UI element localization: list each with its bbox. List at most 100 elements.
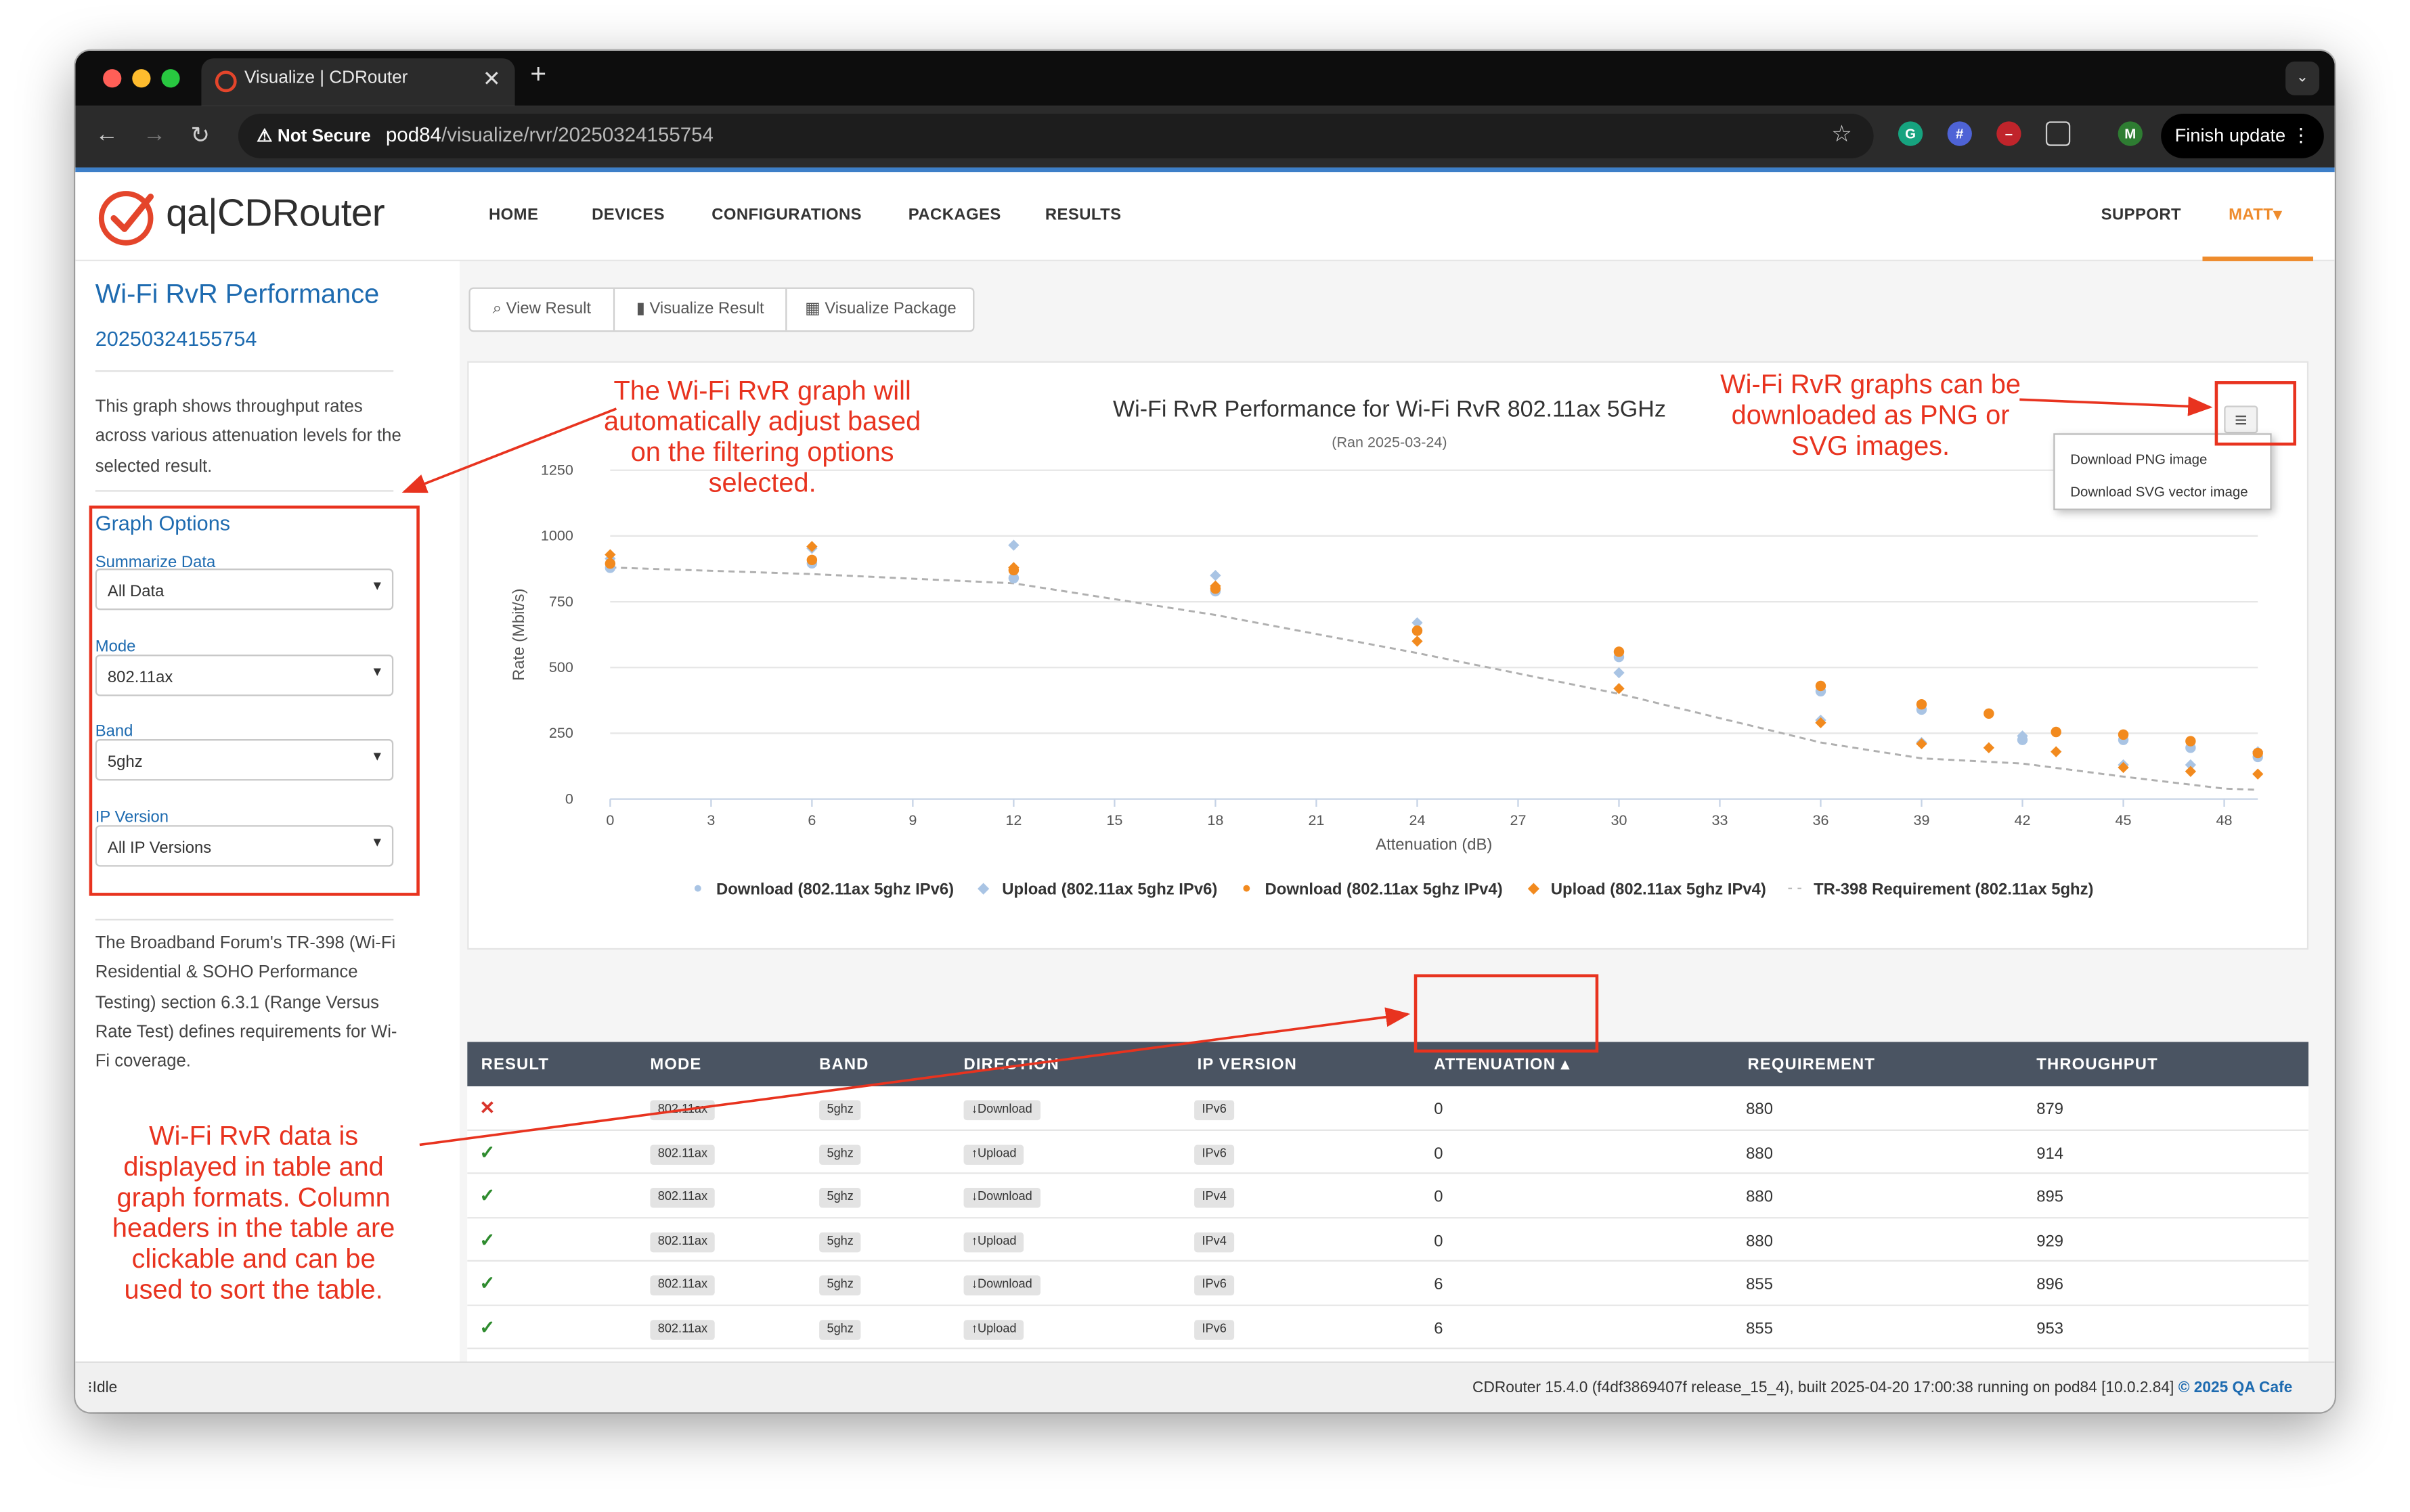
- col-attenuation-label: ATTENUATION: [1434, 1055, 1556, 1075]
- extension-icon[interactable]: #: [1947, 121, 1972, 146]
- legend-item[interactable]: TR-398 Requirement (802.11ax 5ghz): [1814, 880, 2094, 899]
- caret-down-icon: ▾: [373, 834, 382, 851]
- col-mode[interactable]: MODE: [650, 1055, 702, 1075]
- not-secure-indicator[interactable]: ⚠ Not Secure: [257, 125, 371, 146]
- qa-logo-icon[interactable]: [95, 187, 157, 249]
- maximize-window-icon[interactable]: [161, 69, 180, 88]
- download-png-item[interactable]: Download PNG image: [2070, 451, 2208, 468]
- url-text[interactable]: pod84/visualize/rvr/20250324155754: [386, 123, 714, 146]
- tab-search-chevron-icon[interactable]: ⌄: [2285, 61, 2320, 95]
- table-row[interactable]: ✓ 802.11ax 5ghz ↑Upload IPv6 6 855 953: [467, 1305, 2309, 1350]
- band-tag: 5ghz: [819, 1231, 862, 1252]
- chart-export-menu-icon[interactable]: ≡: [2224, 405, 2258, 434]
- reload-icon[interactable]: ↻: [190, 123, 211, 150]
- profile-avatar[interactable]: M: [2118, 121, 2143, 146]
- nav-home[interactable]: HOME: [488, 206, 539, 225]
- view-result-button[interactable]: ⌕ View Result: [470, 288, 615, 331]
- data-point-diamond: [1008, 539, 1020, 551]
- summarize-select[interactable]: All Data ▾: [95, 569, 394, 610]
- data-point-circle: [2051, 726, 2061, 738]
- table-row[interactable]: ✓ 802.11ax 5ghz ↓Download IPv6 6 855 896: [467, 1261, 2309, 1306]
- tr398-footnote: The Broadband Forum's TR-398 (Wi-Fi Resi…: [95, 934, 397, 1071]
- app-navbar: qa|CDRouter HOME DEVICES CONFIGURATIONS …: [75, 172, 2335, 261]
- toolbar-accent-line: [75, 167, 2335, 173]
- data-point-circle: [1984, 708, 1994, 719]
- copyright-link[interactable]: © 2025 QA Cafe: [2178, 1379, 2293, 1397]
- version-text: CDRouter 15.4.0 (f4df3869407f release_15…: [1472, 1379, 2174, 1397]
- col-requirement[interactable]: REQUIREMENT: [1747, 1055, 1876, 1075]
- bookmark-star-icon[interactable]: ☆: [1831, 121, 1852, 148]
- requirement-line: [610, 566, 2258, 791]
- table-row[interactable]: ✓ 802.11ax 5ghz ↓Download IPv4 0 880 895: [467, 1174, 2309, 1218]
- band-tag: 5ghz: [819, 1188, 862, 1208]
- table-row[interactable]: ✕ 802.11ax 5ghz ↓Download IPv6 0 880 879: [467, 1086, 2309, 1130]
- throughput-cell: 914: [2036, 1144, 2064, 1163]
- browser-tabbar: Visualize | CDRouter ✕ + ⌄: [75, 50, 2335, 106]
- x-tick-label: 15: [1106, 811, 1122, 828]
- requirement-cell: 880: [1746, 1231, 1773, 1250]
- back-icon[interactable]: ←: [95, 121, 118, 148]
- chart-legend: ● Download (802.11ax 5ghz IPv6) ◆ Upload…: [468, 876, 2310, 906]
- extensions-puzzle-icon[interactable]: [2045, 121, 2071, 146]
- grammarly-extension-icon[interactable]: G: [1898, 121, 1923, 146]
- data-point-diamond: [806, 541, 818, 552]
- direction-tag: ↓Download: [963, 1100, 1040, 1121]
- blocker-extension-icon[interactable]: –: [1996, 121, 2021, 146]
- col-attenuation[interactable]: ATTENUATION ▴: [1434, 1056, 1570, 1074]
- new-tab-icon[interactable]: +: [530, 58, 547, 89]
- x-tick-label: 48: [2216, 811, 2233, 828]
- result-id-link[interactable]: 20250324155754: [95, 327, 257, 351]
- chart-export-dropdown: Download PNG image Download SVG vector i…: [2053, 433, 2272, 510]
- col-direction[interactable]: DIRECTION: [963, 1055, 1059, 1075]
- legend-item[interactable]: Download (802.11ax 5ghz IPv6): [716, 880, 955, 899]
- visualize-package-button[interactable]: ▦ Visualize Package: [787, 289, 974, 330]
- direction-tag: ↓Download: [963, 1188, 1040, 1208]
- visualize-result-button[interactable]: ▮ Visualize Result: [615, 288, 787, 331]
- band-tag: 5ghz: [819, 1100, 862, 1121]
- table-row[interactable]: ✓ 802.11ax 5ghz ↑Upload IPv6 0 880 914: [467, 1130, 2309, 1174]
- ip-version-select[interactable]: All IP Versions ▾: [95, 825, 394, 867]
- user-menu[interactable]: MATT▾: [2229, 206, 2282, 224]
- direction-tag: ↑Upload: [963, 1319, 1024, 1339]
- nav-packages[interactable]: PACKAGES: [908, 206, 1001, 225]
- more-menu-icon[interactable]: ⋮: [2292, 124, 2310, 146]
- caret-down-icon: ▾: [373, 748, 382, 765]
- data-point-circle: [806, 554, 818, 566]
- browser-tab[interactable]: Visualize | CDRouter ✕: [201, 58, 515, 106]
- data-point-diamond: [1210, 570, 1221, 581]
- data-point-diamond: [1815, 717, 1826, 729]
- finish-update-button[interactable]: Finish update ⋮: [2161, 114, 2324, 158]
- col-band[interactable]: BAND: [819, 1055, 869, 1075]
- close-tab-icon[interactable]: ✕: [482, 66, 501, 91]
- legend-item[interactable]: Upload (802.11ax 5ghz IPv4): [1550, 880, 1766, 899]
- x-tick-label: 24: [1409, 811, 1425, 828]
- mode-select[interactable]: 802.11ax ▾: [95, 654, 394, 696]
- col-ip-version[interactable]: IP VERSION: [1197, 1055, 1298, 1075]
- download-svg-item[interactable]: Download SVG vector image: [2070, 484, 2248, 499]
- table-row[interactable]: ✓ 802.11ax 5ghz ↑Upload IPv4 0 880 929: [467, 1218, 2309, 1262]
- x-tick-label: 0: [606, 811, 614, 828]
- address-bar[interactable]: ⚠ Not Secure pod84/visualize/rvr/2025032…: [238, 114, 1874, 158]
- nav-results[interactable]: RESULTS: [1045, 206, 1122, 225]
- requirement-cell: 880: [1746, 1100, 1773, 1119]
- nav-devices[interactable]: DEVICES: [592, 206, 665, 225]
- band-select[interactable]: 5ghz ▾: [95, 739, 394, 781]
- brand-name[interactable]: qa|CDRouter: [166, 192, 385, 236]
- data-point-diamond: [1411, 636, 1423, 647]
- nav-configurations[interactable]: CONFIGURATIONS: [711, 206, 862, 225]
- not-secure-label: Not Secure: [277, 127, 371, 146]
- legend-item[interactable]: Download (802.11ax 5ghz IPv4): [1265, 880, 1503, 899]
- nav-support[interactable]: SUPPORT: [2101, 206, 2182, 225]
- col-result[interactable]: RESULT: [481, 1055, 550, 1075]
- attenuation-cell: 0: [1434, 1144, 1443, 1163]
- throughput-cell: 896: [2036, 1275, 2064, 1294]
- col-throughput[interactable]: THROUGHPUT: [2036, 1055, 2158, 1075]
- y-tick-label: 0: [565, 790, 573, 807]
- minimize-window-icon[interactable]: [132, 69, 151, 88]
- forward-icon[interactable]: →: [143, 121, 167, 148]
- close-window-icon[interactable]: [103, 69, 122, 88]
- ip-version-tag: IPv6: [1194, 1144, 1235, 1164]
- legend-item[interactable]: Upload (802.11ax 5ghz IPv6): [1002, 880, 1218, 899]
- x-tick-label: 30: [1611, 811, 1627, 828]
